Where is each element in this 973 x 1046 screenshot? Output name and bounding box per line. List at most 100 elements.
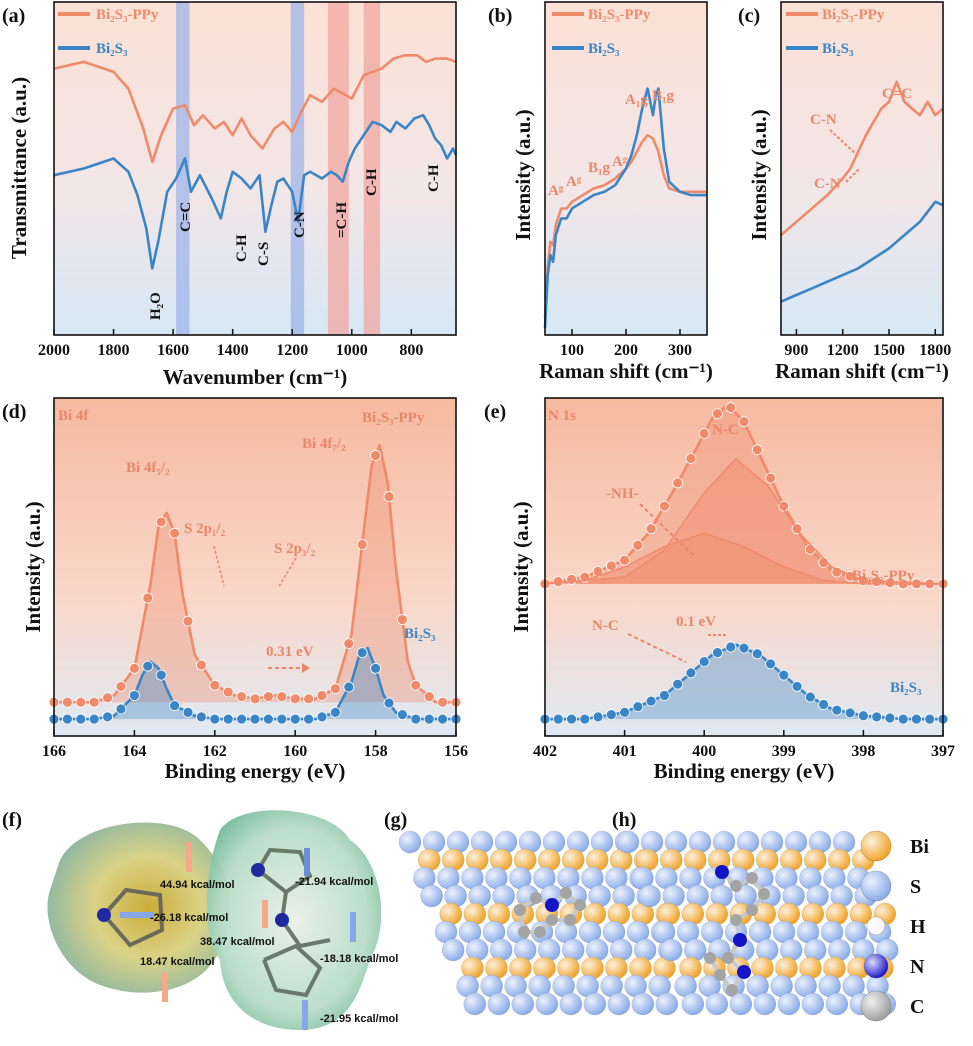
slab-g-shine-2-0 bbox=[413, 867, 436, 889]
slab-h-shine-8-0 bbox=[674, 975, 697, 997]
series-marker-p4-3-8 bbox=[645, 695, 657, 707]
series-marker-p4-3-12 bbox=[698, 656, 710, 668]
annot-b-b1g-top: B₁g bbox=[652, 88, 675, 104]
slab-g-shine-9-5 bbox=[583, 993, 606, 1015]
slab-g-shine-2-7 bbox=[581, 867, 604, 889]
legend-atom-shine-1 bbox=[861, 871, 891, 901]
slab-g-shine-2-2 bbox=[461, 867, 484, 889]
legend-a-ppy: Bi₂S₃-PPy bbox=[96, 7, 159, 23]
slab-h-shine-8-7 bbox=[842, 975, 865, 997]
slab-h-shine-4-0 bbox=[657, 903, 680, 925]
series-marker-p4-3-24 bbox=[858, 710, 869, 722]
ftir-band-layer bbox=[176, 2, 381, 335]
legend-a-bi: Bi₂S₃ bbox=[96, 41, 128, 57]
slab-g-shine-5-8 bbox=[627, 921, 649, 943]
series-marker-p3-0-8 bbox=[155, 516, 167, 528]
slab-h-shine-1-5 bbox=[756, 849, 779, 871]
slab-g-shine-1-7 bbox=[586, 849, 609, 871]
xlabel-e: Binding energy (eV) bbox=[654, 759, 835, 783]
slab-h-shine-0-1 bbox=[641, 831, 663, 853]
slab-h-shine-8-6 bbox=[818, 975, 841, 997]
panel-label-f: (f) bbox=[2, 809, 22, 831]
legend-c-ppy: Bi₂S₃-PPy bbox=[822, 7, 885, 23]
slab-g-shine-6-8 bbox=[634, 939, 657, 961]
slab-g-shine-8-2 bbox=[504, 975, 527, 997]
atom-f-n2 bbox=[251, 863, 265, 877]
series-line-p3-1 bbox=[54, 646, 456, 721]
mol-h-atom-3 bbox=[758, 888, 770, 900]
legend-atom-shine-0 bbox=[861, 831, 891, 861]
tick-label-p0-2: 1600 bbox=[157, 342, 189, 359]
slab-g-shine-5-2 bbox=[483, 921, 505, 943]
xlabel-c: Raman shift (cm⁻¹) bbox=[775, 359, 949, 383]
slab-g-shine-4-7 bbox=[607, 903, 630, 925]
tick-label-p4-5: 397 bbox=[931, 743, 955, 760]
tick-label-p3-4: 158 bbox=[364, 743, 388, 760]
annot-a-h2o: H₂O bbox=[148, 292, 164, 320]
mol-h-atom-11 bbox=[704, 952, 716, 964]
series-fill-p4-2 bbox=[545, 458, 943, 584]
mol-h-atom-6 bbox=[733, 933, 747, 947]
slab-h-shine-3-4 bbox=[734, 885, 757, 907]
tick-label-p3-1: 164 bbox=[122, 743, 146, 760]
slab-h-shine-9-5 bbox=[801, 993, 824, 1015]
tick-label-p0-6: 800 bbox=[399, 342, 423, 359]
series-marker-p3-1-16 bbox=[262, 713, 274, 725]
series-marker-p3-0-14 bbox=[236, 691, 248, 702]
axes-frame-p3 bbox=[53, 397, 457, 737]
legend-atom-label-n: N bbox=[910, 956, 925, 978]
annot-a-cc: C=C bbox=[178, 202, 194, 232]
slab-g-shine-6-0 bbox=[442, 939, 465, 961]
series-marker-p3-1-6 bbox=[128, 690, 140, 701]
tick-label-p1-0: 100 bbox=[560, 342, 584, 359]
series-marker-p3-0-1 bbox=[62, 696, 73, 708]
tick-label-p3-3: 160 bbox=[283, 743, 307, 760]
tick-label-p4-3: 399 bbox=[772, 743, 796, 760]
slab-h-shine-1-3 bbox=[708, 849, 731, 871]
slab-h-shine-5-0 bbox=[653, 921, 675, 943]
series-marker-p4-0-26 bbox=[884, 577, 896, 589]
slab-g-shine-7-7 bbox=[629, 957, 652, 979]
mol-h-atom-4 bbox=[746, 904, 758, 916]
slab-h-shine-1-8 bbox=[828, 849, 851, 871]
series-marker-p4-0-15 bbox=[738, 416, 750, 428]
slab-g-shine-2-3 bbox=[485, 867, 508, 889]
axes-frame-p4 bbox=[544, 397, 944, 737]
slab-g-shine-9-6 bbox=[607, 993, 630, 1015]
slab-h-shine-4-2 bbox=[705, 903, 728, 925]
annot-d-shift-arrowhead bbox=[302, 663, 310, 673]
slab-h-shine-4-8 bbox=[849, 903, 872, 925]
esp-value-6: -18.18 kcal/mol bbox=[320, 953, 398, 965]
annot-d-bi2s3: Bi₂S₃ bbox=[404, 626, 436, 642]
slab-g-shine-8-8 bbox=[648, 975, 671, 997]
mol-h-atom-7 bbox=[722, 952, 734, 964]
slab-h-shine-6-8 bbox=[852, 939, 875, 961]
ftir-band-3 bbox=[363, 2, 381, 335]
esp-arrow-4 bbox=[304, 848, 310, 876]
slab-g-shine-7-4 bbox=[557, 957, 580, 979]
mol-g-atom-9 bbox=[514, 904, 526, 916]
series-marker-p3-0-24 bbox=[370, 450, 382, 461]
slab-h-shine-0-3 bbox=[689, 831, 711, 853]
slab-g-shine-4-0 bbox=[439, 903, 462, 925]
slab-g-shine-8-4 bbox=[552, 975, 575, 997]
series-marker-p3-1-1 bbox=[62, 713, 73, 725]
series-marker-p3-1-19 bbox=[303, 713, 315, 725]
series-marker-p4-3-13 bbox=[712, 647, 723, 659]
series-marker-p3-0-12 bbox=[209, 679, 221, 691]
annot-c-arrow2 bbox=[845, 167, 861, 183]
mol-g-atom-3 bbox=[560, 887, 572, 899]
tick-label-p0-3: 1400 bbox=[217, 342, 249, 359]
tick-label-p0-5: 1000 bbox=[336, 342, 368, 359]
series-marker-p3-0-22 bbox=[343, 638, 355, 650]
series-line-p0-0 bbox=[53, 54, 457, 164]
slab-g-shine-3-1 bbox=[444, 885, 467, 907]
series-marker-p4-0-11 bbox=[685, 453, 697, 464]
tick-label-p2-3: 1800 bbox=[919, 342, 951, 359]
atom-f-n3 bbox=[275, 913, 289, 927]
legend-atom-shine-4 bbox=[861, 991, 891, 1021]
series-marker-p4-3-9 bbox=[659, 690, 670, 701]
slab-g-shine-6-7 bbox=[610, 939, 633, 961]
slab-g-shine-1-5 bbox=[538, 849, 561, 871]
slab-g-shine-3-0 bbox=[420, 885, 443, 907]
